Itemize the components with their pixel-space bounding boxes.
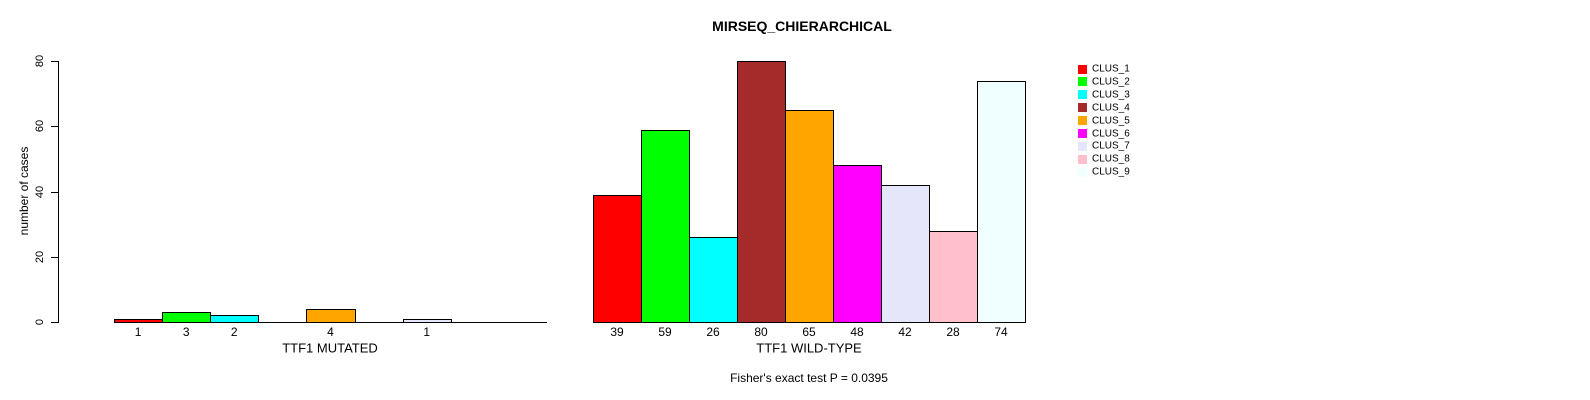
y-axis-tick-label: 60 bbox=[34, 120, 46, 133]
bar-CLUS_5 bbox=[785, 109, 834, 323]
bar-CLUS_6 bbox=[833, 165, 882, 323]
bar-value-label: 1 bbox=[423, 325, 431, 339]
legend-swatch-CLUS_5 bbox=[1078, 116, 1087, 126]
y-axis-tick-label: 40 bbox=[34, 185, 46, 198]
bar-CLUS_8 bbox=[929, 230, 978, 323]
legend-swatch-CLUS_9 bbox=[1078, 167, 1087, 177]
y-axis-tick bbox=[51, 256, 59, 258]
bar-value-label: 65 bbox=[802, 325, 816, 339]
bar-CLUS_3 bbox=[210, 315, 260, 323]
bar-value-label: 48 bbox=[850, 325, 864, 339]
y-axis-tick bbox=[51, 191, 59, 193]
fisher-test-annotation: Fisher's exact test P = 0.0395 bbox=[730, 371, 888, 385]
chart-title: MIRSEQ_CHIERARCHICAL bbox=[712, 18, 892, 34]
y-axis-tick-label: 20 bbox=[34, 250, 46, 263]
bar-CLUS_2 bbox=[641, 129, 690, 323]
bar-CLUS_5 bbox=[306, 308, 356, 323]
bar-CLUS_3 bbox=[689, 237, 738, 323]
legend-label: CLUS_2 bbox=[1092, 76, 1130, 88]
bar-value-label: 4 bbox=[327, 325, 334, 339]
bar-CLUS_4 bbox=[737, 61, 786, 323]
bar-value-label: 2 bbox=[230, 325, 238, 339]
x-axis-label-wild-type: TTF1 WILD-TYPE bbox=[756, 340, 862, 356]
y-axis-tick bbox=[51, 61, 59, 62]
legend-swatch-CLUS_7 bbox=[1078, 141, 1087, 151]
y-axis-tick-label: 80 bbox=[34, 54, 46, 68]
bar-value-label: 26 bbox=[706, 325, 720, 339]
legend-label: CLUS_8 bbox=[1092, 153, 1130, 165]
legend-label: CLUS_4 bbox=[1092, 102, 1130, 114]
legend-swatch-CLUS_2 bbox=[1078, 77, 1087, 87]
y-axis-tick bbox=[51, 322, 59, 323]
bar-value-label: 3 bbox=[182, 325, 190, 339]
x-axis-label-mutated: TTF1 MUTATED bbox=[282, 340, 378, 356]
bar-CLUS_1 bbox=[114, 318, 164, 323]
legend-swatch-CLUS_3 bbox=[1078, 90, 1087, 100]
bar-value-label: 39 bbox=[610, 325, 624, 339]
legend-label: CLUS_7 bbox=[1092, 140, 1130, 152]
legend-swatch-CLUS_1 bbox=[1078, 64, 1087, 74]
bar-CLUS_7 bbox=[402, 318, 452, 323]
legend-label: CLUS_5 bbox=[1092, 115, 1130, 127]
y-axis-title: number of cases bbox=[17, 146, 31, 236]
bar-CLUS_7 bbox=[881, 184, 930, 323]
bar-value-label: 1 bbox=[134, 325, 142, 339]
bar-CLUS_2 bbox=[162, 312, 212, 323]
legend-swatch-CLUS_4 bbox=[1078, 103, 1087, 113]
y-axis-tick bbox=[51, 126, 59, 128]
legend-label: CLUS_1 bbox=[1092, 63, 1130, 75]
bar-value-label: 74 bbox=[994, 325, 1008, 339]
legend-label: CLUS_6 bbox=[1092, 128, 1130, 139]
legend-swatch-CLUS_8 bbox=[1078, 154, 1087, 164]
bar-value-label: 59 bbox=[658, 325, 672, 339]
bar-value-label: 42 bbox=[898, 325, 912, 339]
y-axis-tick-label: 0 bbox=[34, 318, 46, 326]
bar-CLUS_9 bbox=[977, 80, 1026, 323]
legend-swatch-CLUS_6 bbox=[1078, 129, 1087, 138]
bar-value-label: 80 bbox=[754, 325, 768, 339]
legend-label: CLUS_9 bbox=[1092, 166, 1130, 178]
bar-value-label: 28 bbox=[946, 325, 960, 339]
legend-label: CLUS_3 bbox=[1092, 89, 1130, 101]
bar-CLUS_1 bbox=[593, 194, 642, 323]
